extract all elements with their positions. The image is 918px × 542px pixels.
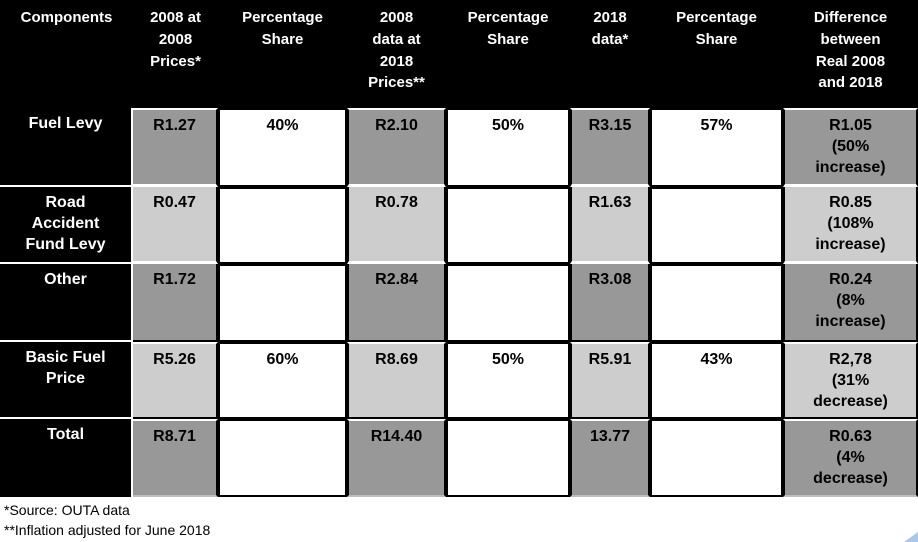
header-components: Components bbox=[0, 0, 133, 108]
difference-cell: R0.63 (4% decrease) bbox=[783, 419, 918, 497]
value-cell: R5.26 bbox=[133, 342, 218, 419]
difference-cell: R1.05 (50% increase) bbox=[783, 108, 918, 187]
footnotes: *Source: OUTA data **Inflation adjusted … bbox=[0, 497, 918, 541]
share-cell: 57% bbox=[650, 108, 783, 187]
share-cell: 50% bbox=[446, 108, 570, 187]
value-cell: R2.10 bbox=[347, 108, 446, 187]
value-cell: 13.77 bbox=[570, 419, 650, 497]
value-cell: R2.84 bbox=[347, 264, 446, 342]
component-cell: Road Accident Fund Levy bbox=[0, 187, 133, 264]
header-2008-at-2018-prices: 2008 data at 2018 Prices** bbox=[347, 0, 446, 108]
header-2018-data: 2018 data* bbox=[570, 0, 650, 108]
value-cell: R0.47 bbox=[133, 187, 218, 264]
share-cell bbox=[218, 264, 347, 342]
share-cell: 60% bbox=[218, 342, 347, 419]
share-cell bbox=[446, 264, 570, 342]
difference-cell: R0.24 (8% increase) bbox=[783, 264, 918, 342]
value-cell: R5.91 bbox=[570, 342, 650, 419]
value-cell: R3.08 bbox=[570, 264, 650, 342]
value-cell: R8.71 bbox=[133, 419, 218, 497]
share-cell bbox=[218, 187, 347, 264]
header-percentage-share-2: Percentage Share bbox=[446, 0, 570, 108]
value-cell: R14.40 bbox=[347, 419, 446, 497]
header-difference: Difference between Real 2008 and 2018 bbox=[783, 0, 918, 108]
share-cell: 50% bbox=[446, 342, 570, 419]
share-cell bbox=[650, 419, 783, 497]
value-cell: R1.63 bbox=[570, 187, 650, 264]
value-cell: R1.72 bbox=[133, 264, 218, 342]
value-cell: R1.27 bbox=[133, 108, 218, 187]
share-cell: 43% bbox=[650, 342, 783, 419]
header-percentage-share-3: Percentage Share bbox=[650, 0, 783, 108]
share-cell bbox=[650, 187, 783, 264]
value-cell: R0.78 bbox=[347, 187, 446, 264]
component-cell: Basic Fuel Price bbox=[0, 342, 133, 419]
corner-triangle-icon bbox=[904, 532, 918, 542]
share-cell bbox=[446, 419, 570, 497]
component-cell: Other bbox=[0, 264, 133, 342]
value-cell: R8.69 bbox=[347, 342, 446, 419]
component-cell: Total bbox=[0, 419, 133, 497]
component-cell: Fuel Levy bbox=[0, 108, 133, 187]
value-cell: R3.15 bbox=[570, 108, 650, 187]
header-percentage-share-1: Percentage Share bbox=[218, 0, 347, 108]
footnote-inflation: **Inflation adjusted for June 2018 bbox=[4, 522, 211, 539]
header-2008-prices: 2008 at 2008 Prices* bbox=[133, 0, 218, 108]
share-cell bbox=[650, 264, 783, 342]
share-cell: 40% bbox=[218, 108, 347, 187]
share-cell bbox=[446, 187, 570, 264]
footnote-source: *Source: OUTA data bbox=[4, 502, 130, 518]
share-cell bbox=[218, 419, 347, 497]
difference-cell: R2,78 (31% decrease) bbox=[783, 342, 918, 419]
difference-cell: R0.85 (108% increase) bbox=[783, 187, 918, 264]
fuel-levy-table: Components 2008 at 2008 Prices* Percenta… bbox=[0, 0, 918, 497]
